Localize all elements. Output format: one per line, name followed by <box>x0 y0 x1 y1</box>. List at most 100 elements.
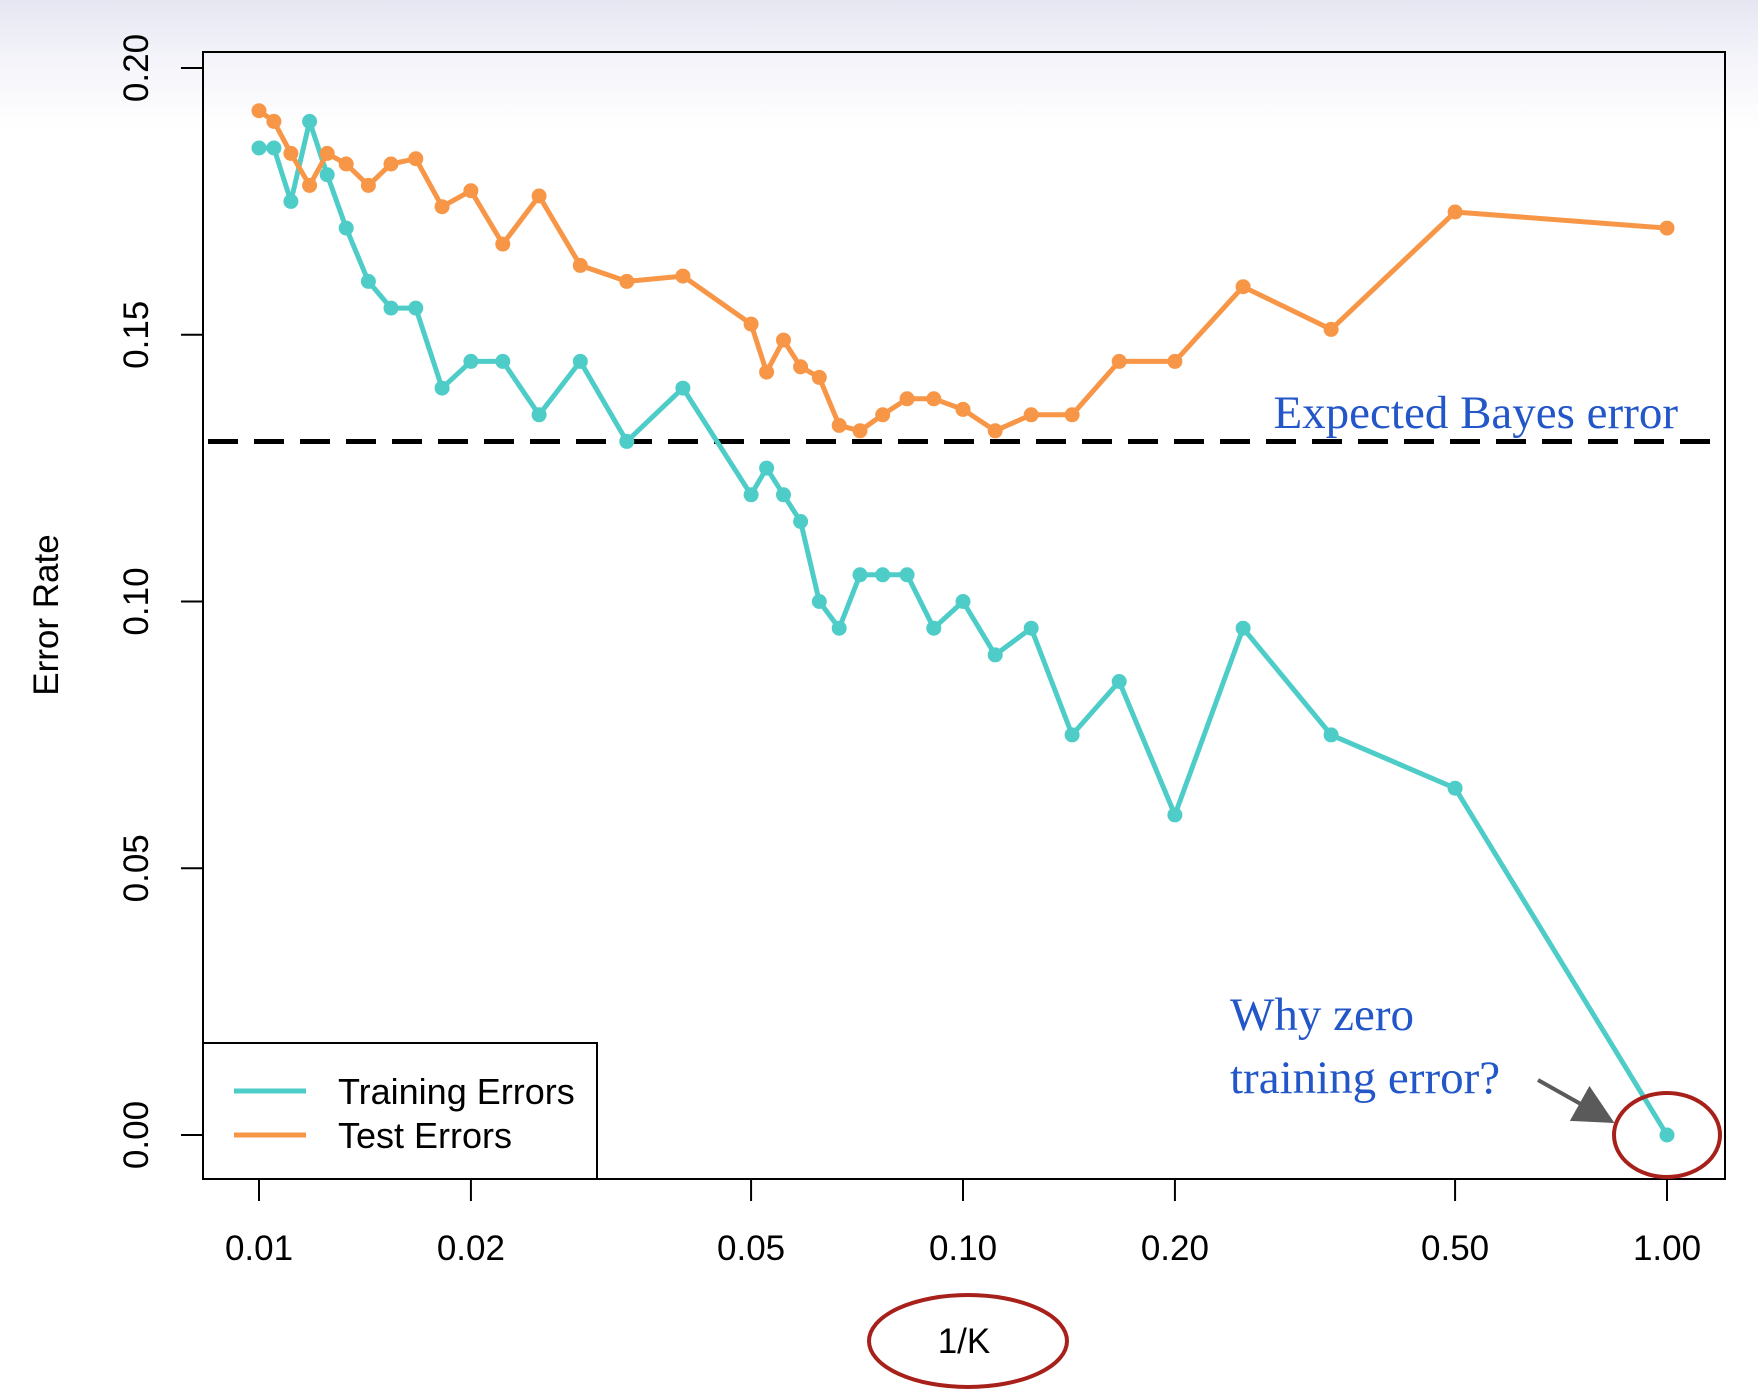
y-tick-label: 0.00 <box>117 1101 156 1169</box>
data-point-test-errors <box>926 391 942 407</box>
data-point-training-errors <box>338 220 354 236</box>
x-tick-label: 0.50 <box>1421 1229 1489 1268</box>
bayes-error-label: Expected Bayes error <box>1273 387 1678 439</box>
data-point-test-errors <box>283 145 299 161</box>
data-point-test-errors <box>831 417 847 433</box>
data-point-test-errors <box>776 332 791 348</box>
data-point-training-errors <box>251 140 267 156</box>
data-point-test-errors <box>675 268 691 284</box>
data-point-training-errors <box>1111 674 1127 689</box>
data-point-test-errors <box>408 151 424 167</box>
data-point-training-errors <box>987 647 1003 663</box>
series-training-errors <box>251 113 1675 1143</box>
x-axis-title: 1/K <box>938 1322 991 1361</box>
data-point-test-errors <box>619 273 635 289</box>
y-tick-label: 0.20 <box>117 34 156 102</box>
data-point-test-errors <box>338 156 354 172</box>
x-tick-label: 0.01 <box>225 1229 293 1268</box>
data-point-test-errors <box>852 423 868 439</box>
series-line-training-errors <box>256 118 1670 1138</box>
data-point-training-errors <box>495 353 511 369</box>
data-point-training-errors <box>572 353 588 369</box>
data-point-training-errors <box>319 167 335 183</box>
data-point-training-errors <box>408 300 424 316</box>
data-point-test-errors <box>251 103 267 119</box>
data-point-training-errors <box>1167 807 1183 823</box>
plot-area <box>208 103 1722 1143</box>
annotation-line-2: training error? <box>1230 1052 1500 1104</box>
series-line-test-errors <box>256 108 1670 434</box>
legend-box <box>202 1042 598 1180</box>
data-point-test-errors <box>1659 220 1675 236</box>
data-point-training-errors <box>360 273 376 289</box>
data-point-test-errors <box>987 423 1003 439</box>
y-tick-label: 0.15 <box>117 301 156 369</box>
data-point-training-errors <box>463 353 479 369</box>
data-point-training-errors <box>619 433 635 449</box>
data-point-training-errors <box>743 487 759 503</box>
data-point-test-errors <box>495 236 511 252</box>
data-point-test-errors <box>811 369 827 385</box>
data-point-training-errors <box>283 193 299 209</box>
data-point-training-errors <box>266 140 282 156</box>
data-point-test-errors <box>1323 321 1339 337</box>
annotation-arrow <box>1537 1078 1615 1123</box>
data-point-test-errors <box>759 364 775 380</box>
data-point-training-errors <box>1447 780 1463 796</box>
annotation-line-1: Why zero <box>1230 989 1414 1041</box>
legend-label-test: Test Errors <box>338 1115 512 1156</box>
data-point-training-errors <box>793 514 809 529</box>
data-point-training-errors <box>383 300 399 316</box>
data-point-test-errors <box>955 401 971 417</box>
y-tick-label: 0.05 <box>117 834 156 902</box>
data-point-test-errors <box>793 359 809 375</box>
data-point-test-errors <box>572 257 588 273</box>
x-tick-label: 1.00 <box>1633 1229 1701 1268</box>
data-point-training-errors <box>1235 620 1251 636</box>
data-point-training-errors <box>776 487 791 503</box>
data-point-test-errors <box>266 113 282 129</box>
legend: Training Errors Test Errors <box>202 1042 598 1180</box>
data-point-test-errors <box>531 188 547 204</box>
y-tick-label: 0.10 <box>117 567 156 635</box>
legend-label-training: Training Errors <box>338 1071 575 1112</box>
data-point-training-errors <box>1064 727 1080 743</box>
data-point-test-errors <box>1023 407 1039 423</box>
data-point-training-errors <box>926 620 942 636</box>
data-point-training-errors <box>1659 1127 1675 1143</box>
y-axis-title: Error Rate <box>27 534 66 695</box>
data-point-test-errors <box>743 316 759 332</box>
data-point-training-errors <box>531 407 547 423</box>
x-tick-label: 0.10 <box>929 1229 997 1268</box>
data-point-training-errors <box>434 380 450 396</box>
data-point-test-errors <box>1167 353 1183 369</box>
data-point-test-errors <box>434 199 450 215</box>
data-point-training-errors <box>1323 727 1339 743</box>
data-point-training-errors <box>811 594 827 609</box>
data-point-training-errors <box>955 594 971 609</box>
x-tick-label: 0.05 <box>717 1229 785 1268</box>
data-point-test-errors <box>360 177 376 193</box>
data-point-test-errors <box>1447 204 1463 220</box>
plot-frame <box>202 51 1726 1180</box>
highlight-ellipse-xlabel <box>867 1293 1069 1389</box>
data-point-training-errors <box>1023 620 1039 636</box>
data-point-training-errors <box>302 113 318 129</box>
y-axis: 0.00 0.05 0.10 0.15 0.20 <box>117 34 204 1169</box>
x-tick-label: 0.20 <box>1141 1229 1209 1268</box>
data-point-test-errors <box>1111 353 1127 369</box>
data-point-test-errors <box>1235 279 1251 295</box>
data-point-test-errors <box>1064 407 1080 423</box>
data-point-test-errors <box>899 391 915 407</box>
highlight-ellipse-point <box>1612 1091 1722 1179</box>
data-point-training-errors <box>852 567 868 583</box>
data-point-test-errors <box>302 177 318 193</box>
data-point-training-errors <box>899 567 915 583</box>
data-point-training-errors <box>875 567 891 583</box>
x-axis: 0.01 0.02 0.05 0.10 0.20 0.50 1.00 <box>225 1178 1701 1268</box>
data-point-training-errors <box>831 620 847 636</box>
data-point-training-errors <box>759 460 775 476</box>
x-tick-label: 0.02 <box>437 1229 505 1268</box>
data-point-test-errors <box>319 145 335 161</box>
